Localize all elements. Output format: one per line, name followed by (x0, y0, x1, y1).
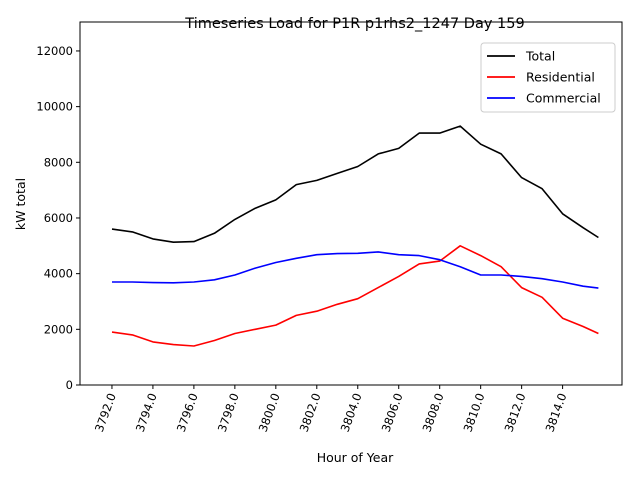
x-tick-label: 3814.0 (542, 391, 569, 434)
x-tick-label: 3804.0 (338, 391, 365, 434)
x-tick-label: 3806.0 (379, 391, 406, 434)
y-tick-label: 0 (66, 378, 73, 392)
y-tick-label: 2000 (44, 322, 73, 336)
legend: Total Residential Commercial (480, 42, 616, 113)
x-tick-label: 3810.0 (461, 391, 488, 434)
series-line-residential (111, 245, 599, 347)
y-tick-label: 8000 (44, 155, 73, 169)
y-tick-label: 12000 (36, 44, 73, 58)
y-tick-label: 4000 (44, 267, 73, 281)
x-axis-label: Hour of Year (317, 450, 394, 465)
legend-label-total: Total (525, 49, 555, 64)
x-tick-label: 3794.0 (133, 391, 160, 434)
x-tick-label: 3808.0 (420, 391, 447, 434)
axes-frame (79, 21, 623, 386)
x-tick-label: 3802.0 (297, 391, 324, 434)
y-tick-label: 6000 (44, 211, 73, 225)
series-line-commercial (112, 251, 599, 289)
legend-box (480, 42, 616, 113)
legend-label-commercial: Commercial (526, 91, 601, 106)
x-tick-label: 3798.0 (215, 391, 242, 434)
series-line-total (111, 125, 599, 243)
x-tick-label: 3800.0 (256, 391, 283, 434)
y-tick-label: 10000 (36, 100, 73, 114)
y-axis-label: kW total (13, 178, 28, 230)
legend-label-residential: Residential (526, 70, 595, 85)
x-tick-label: 3792.0 (92, 391, 119, 434)
chart-title: Timeseries Load for P1R p1rhs2_1247 Day … (184, 16, 524, 32)
x-tick-label: 3812.0 (502, 391, 529, 434)
x-tick-label: 3796.0 (174, 391, 201, 434)
